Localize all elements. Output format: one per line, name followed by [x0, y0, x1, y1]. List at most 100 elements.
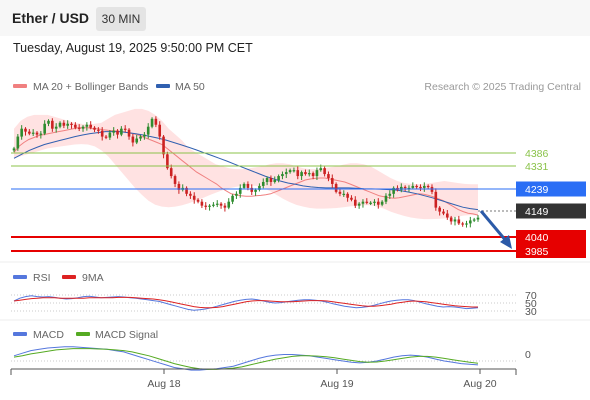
- candle-body: [392, 187, 395, 194]
- candle-body: [150, 118, 154, 127]
- candle-body: [269, 178, 273, 182]
- candle-body: [35, 132, 39, 135]
- ma50-legend-swatch: [156, 84, 170, 88]
- chart-datetime: Tuesday, August 19, 2025 9:50:00 PM CET: [13, 41, 253, 55]
- candle-body: [426, 185, 430, 188]
- candle-body: [154, 118, 158, 125]
- candle-body: [97, 129, 100, 131]
- candle-body: [453, 219, 457, 222]
- candle-body: [146, 126, 150, 135]
- candle-body: [93, 127, 96, 130]
- candle-body: [192, 195, 196, 200]
- resistance-label-1: 4386: [525, 148, 549, 160]
- candle-body: [472, 219, 476, 221]
- forecast-arrow-line: [479, 210, 509, 243]
- candle-body: [361, 201, 365, 204]
- macd-signal-legend-label: MACD Signal: [95, 329, 158, 341]
- macd-legend-swatch: [13, 332, 27, 336]
- candle-body: [327, 174, 330, 179]
- support-label-1: 4040: [525, 232, 549, 244]
- candle-body: [380, 201, 384, 205]
- candle-body: [51, 120, 54, 129]
- candle-body: [284, 172, 288, 175]
- candle-body: [177, 183, 181, 190]
- rsi-legend-label: RSI: [33, 272, 51, 284]
- candle-body: [365, 201, 369, 203]
- candle-body: [400, 186, 403, 190]
- candle-body: [139, 136, 142, 139]
- candle-body: [20, 128, 23, 137]
- candle-body: [438, 207, 441, 212]
- candle-body: [162, 136, 165, 155]
- bollinger-band: [14, 108, 478, 220]
- candle-body: [342, 193, 346, 196]
- candle-body: [330, 178, 334, 184]
- candle-body: [261, 181, 265, 186]
- candle-body: [411, 185, 415, 188]
- macd-legend-label: MACD: [33, 329, 64, 341]
- candle-body: [258, 185, 261, 190]
- candle-body: [143, 134, 146, 137]
- candle-body: [39, 133, 43, 135]
- rsi-ma-line: [13, 296, 478, 309]
- support-tag: [516, 230, 586, 258]
- candle-body: [292, 170, 296, 172]
- ma20-legend-label: MA 20 + Bollinger Bands: [33, 81, 148, 93]
- candle-body: [346, 193, 349, 198]
- support-label-2: 3985: [525, 246, 549, 258]
- ma20-legend-swatch: [13, 84, 27, 88]
- candle-body: [108, 132, 112, 138]
- candle-body: [465, 223, 468, 225]
- candle-body: [81, 126, 85, 129]
- rsi-line: [13, 295, 479, 311]
- candle-body: [131, 136, 135, 143]
- candle-body: [74, 124, 77, 128]
- pivot-label: 4239: [525, 184, 549, 196]
- instrument-title: Ether / USD: [12, 10, 90, 26]
- candle-body: [112, 130, 116, 133]
- candle-body: [353, 199, 357, 206]
- candle-body: [311, 173, 315, 177]
- candle-body: [158, 124, 162, 137]
- candle-body: [469, 220, 472, 224]
- candle-body: [235, 193, 238, 196]
- candle-body: [384, 195, 388, 202]
- timeframe-button[interactable]: 30 MIN: [96, 7, 146, 31]
- candle-body: [442, 211, 445, 214]
- candle-body: [246, 183, 250, 188]
- candle-body: [120, 128, 123, 135]
- candle-body: [135, 138, 139, 143]
- macd-signal-line: [13, 348, 479, 370]
- candle-body: [31, 132, 35, 134]
- candle-body: [296, 170, 300, 177]
- candle-body: [70, 123, 73, 125]
- candle-body: [189, 193, 192, 196]
- candle-body: [334, 183, 338, 192]
- candle-body: [338, 191, 342, 194]
- candle-body: [265, 178, 269, 182]
- candle-body: [281, 174, 284, 177]
- candle-body: [446, 213, 449, 218]
- candle-body: [62, 122, 66, 126]
- rsi-ma-legend-label: 9MA: [82, 272, 104, 284]
- candle-body: [461, 223, 464, 225]
- candle-body: [227, 201, 231, 208]
- candle-body: [223, 205, 227, 208]
- current-price-tag: [516, 203, 586, 219]
- candle-body: [166, 154, 169, 169]
- candle-body: [449, 217, 453, 222]
- candle-body: [434, 191, 438, 208]
- candle-body: [127, 129, 131, 137]
- candle-body: [104, 136, 108, 138]
- candle-body: [300, 172, 303, 177]
- candle-body: [204, 205, 208, 207]
- price-panel: [12, 108, 480, 228]
- candle-body: [85, 124, 89, 127]
- candle-body: [212, 204, 215, 206]
- candle-body: [323, 168, 326, 175]
- candle-body: [254, 189, 257, 192]
- macd-tick-label: 0: [525, 349, 531, 361]
